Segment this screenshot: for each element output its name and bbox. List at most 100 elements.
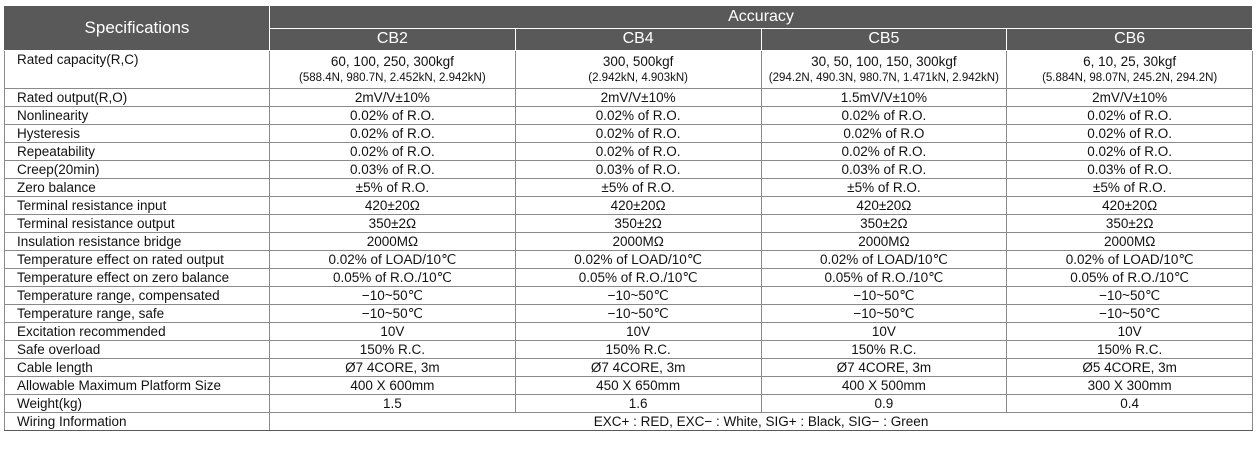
table-cell: 0.02% of R.O. <box>760 106 1008 125</box>
table-row: Cable length Ø7 4CORE, 3m Ø7 4CORE, 3m Ø7 4… <box>4 358 1254 377</box>
row-label: Cable length <box>4 358 270 377</box>
table-cell: 1.5 <box>269 394 516 413</box>
row-label: Temperature effect on zero balance <box>4 268 270 287</box>
table-cell: ±5% of R.O. <box>514 178 762 197</box>
row-label: Terminal resistance input <box>4 196 270 215</box>
table-cell: 350±2Ω <box>760 214 1008 233</box>
table-row: Terminal resistance output 350±2Ω 350±2Ω 35… <box>4 214 1254 233</box>
table-cell: 30, 50, 100, 150, 300kgf (294.2N, 490.3N,… <box>760 50 1008 89</box>
table-cell: 0.4 <box>1006 394 1254 413</box>
table-row-wiring: Wiring Information EXC+ : RED, EXC− : Whi… <box>4 412 1254 431</box>
table-row: Rated output(R,O) 2mV/V±10% 2mV/V±10% 1.5mV… <box>4 88 1254 107</box>
row-label: Terminal resistance output <box>4 214 270 233</box>
table-row-rated-capacity: Rated capacity(R,C) 60, 100, 250, 300kgf… <box>4 50 1254 89</box>
table-cell: 300 X 300mm <box>1006 376 1254 395</box>
header-row-models: CB2 CB4 CB5 CB6 <box>5 27 1254 51</box>
table-cell: 0.02% of LOAD/10℃ <box>1006 250 1254 269</box>
table-cell: 0.02% of R.O. <box>269 124 516 143</box>
table-cell: 0.02% of LOAD/10℃ <box>269 250 516 269</box>
table-cell: 400 X 500mm <box>760 376 1008 395</box>
table-cell: 1.5mV/V±10% <box>760 88 1008 107</box>
table-cell: 0.9 <box>760 394 1008 413</box>
table-cell: 420±20Ω <box>760 196 1008 215</box>
row-label: Repeatability <box>4 142 270 161</box>
table-cell: 6, 10, 25, 30kgf (5.884N, 98.07N, 245.2N,… <box>1006 50 1254 89</box>
table-cell: 0.02% of R.O. <box>514 124 762 143</box>
row-label: Hysteresis <box>4 124 270 143</box>
table-row: Hysteresis 0.02% of R.O. 0.02% of R.O. 0.02… <box>4 124 1254 143</box>
table-cell: 10V <box>269 322 516 341</box>
row-label: Temperature range, compensated <box>4 286 270 305</box>
row-label: Temperature effect on rated output <box>4 250 270 269</box>
cell-sub: (588.4N, 980.7N, 2.452kN, 2.942kN) <box>299 71 486 84</box>
table-cell: −10~50℃ <box>269 304 516 323</box>
table-cell: 1.6 <box>514 394 762 413</box>
row-label: Nonlinearity <box>4 106 270 125</box>
row-label: Excitation recommended <box>4 322 270 341</box>
table-cell: 0.03% of R.O. <box>1006 160 1254 179</box>
cell-main: 60, 100, 250, 300kgf <box>330 53 454 69</box>
model-heading-cb4: CB4 <box>514 27 762 51</box>
table-cell: 0.02% of R.O. <box>514 142 762 161</box>
table-cell: 150% R.C. <box>1006 340 1254 359</box>
table-row: Temperature range, compensated −10~50℃ −10… <box>4 286 1254 305</box>
cell-main: 300, 500kgf <box>602 53 674 69</box>
table-cell: 2000MΩ <box>760 232 1008 251</box>
table-cell: −10~50℃ <box>514 304 762 323</box>
table-row: Safe overload 150% R.C. 150% R.C. 150% R.C.… <box>4 340 1254 359</box>
table-cell: 150% R.C. <box>269 340 516 359</box>
table-cell: −10~50℃ <box>760 304 1008 323</box>
model-heading-cb2: CB2 <box>269 27 516 51</box>
table-cell: 10V <box>514 322 762 341</box>
table-cell: 2mV/V±10% <box>269 88 516 107</box>
table-row: Excitation recommended 10V 10V 10V 10V <box>4 322 1254 341</box>
cell-sub: (294.2N, 490.3N, 980.7N, 1.471kN, 2.942k… <box>768 71 999 84</box>
table-cell: −10~50℃ <box>514 286 762 305</box>
row-label: Rated output(R,O) <box>4 88 270 107</box>
table-cell: 0.02% of R.O <box>760 124 1008 143</box>
row-label: Safe overload <box>4 340 270 359</box>
cell-main: 30, 50, 100, 150, 300kgf <box>811 53 957 69</box>
table-cell: −10~50℃ <box>760 286 1008 305</box>
model-heading-cb6: CB6 <box>1006 27 1254 51</box>
table-cell: 2000MΩ <box>269 232 516 251</box>
table-cell: 10V <box>760 322 1008 341</box>
header-row-top: Specifications Accuracy <box>4 5 1254 51</box>
table-cell: 0.02% of R.O. <box>514 106 762 125</box>
table-cell: 2000MΩ <box>514 232 762 251</box>
specifications-table: Specifications Accuracy CB2 CB4 CB5 CB6 … <box>4 5 1254 431</box>
table-cell: 0.03% of R.O. <box>514 160 762 179</box>
table-cell: ±5% of R.O. <box>269 178 516 197</box>
table-cell: 300, 500kgf (2.942kN, 4.903kN) <box>514 50 762 89</box>
table-body: Rated capacity(R,C) 60, 100, 250, 300kgf… <box>4 50 1254 431</box>
table-cell: 0.02% of R.O. <box>269 106 516 125</box>
table-row: Temperature range, safe −10~50℃ −10~50℃ −10… <box>4 304 1254 323</box>
table-cell: 450 X 650mm <box>514 376 762 395</box>
table-cell: Ø7 4CORE, 3m <box>514 358 762 377</box>
table-cell: 350±2Ω <box>514 214 762 233</box>
table-cell: 60, 100, 250, 300kgf (588.4N, 980.7N, 2.4… <box>269 50 516 89</box>
cell-sub: (5.884N, 98.07N, 245.2N, 294.2N) <box>1042 71 1218 84</box>
table-row: Temperature effect on zero balance 0.05% … <box>4 268 1254 287</box>
table-cell: 420±20Ω <box>514 196 762 215</box>
table-cell: 0.02% of R.O. <box>760 142 1008 161</box>
table-cell: 10V <box>1006 322 1254 341</box>
table-cell: 2mV/V±10% <box>1006 88 1254 107</box>
wiring-value: EXC+ : RED, EXC− : White, SIG+ : Black, … <box>268 412 1254 431</box>
table-cell: ±5% of R.O. <box>760 178 1008 197</box>
table-cell: 0.05% of R.O./10℃ <box>1006 268 1254 287</box>
spec-table-container: Specifications Accuracy CB2 CB4 CB5 CB6 … <box>4 5 1254 431</box>
row-label: Creep(20min) <box>4 160 270 179</box>
table-cell: Ø7 4CORE, 3m <box>269 358 516 377</box>
table-row: Terminal resistance input 420±20Ω 420±20Ω 4… <box>4 196 1254 215</box>
row-label: Weight(kg) <box>4 394 270 413</box>
table-cell: 400 X 600mm <box>269 376 516 395</box>
table-cell: 0.05% of R.O./10℃ <box>760 268 1008 287</box>
table-cell: 0.05% of R.O./10℃ <box>269 268 516 287</box>
table-cell: 420±20Ω <box>269 196 516 215</box>
table-cell: 0.02% of R.O. <box>1006 124 1254 143</box>
table-header: Specifications Accuracy CB2 CB4 CB5 CB6 <box>4 5 1254 51</box>
table-cell: 0.05% of R.O./10℃ <box>514 268 762 287</box>
table-cell: 0.02% of LOAD/10℃ <box>514 250 762 269</box>
table-cell: 0.02% of R.O. <box>1006 142 1254 161</box>
